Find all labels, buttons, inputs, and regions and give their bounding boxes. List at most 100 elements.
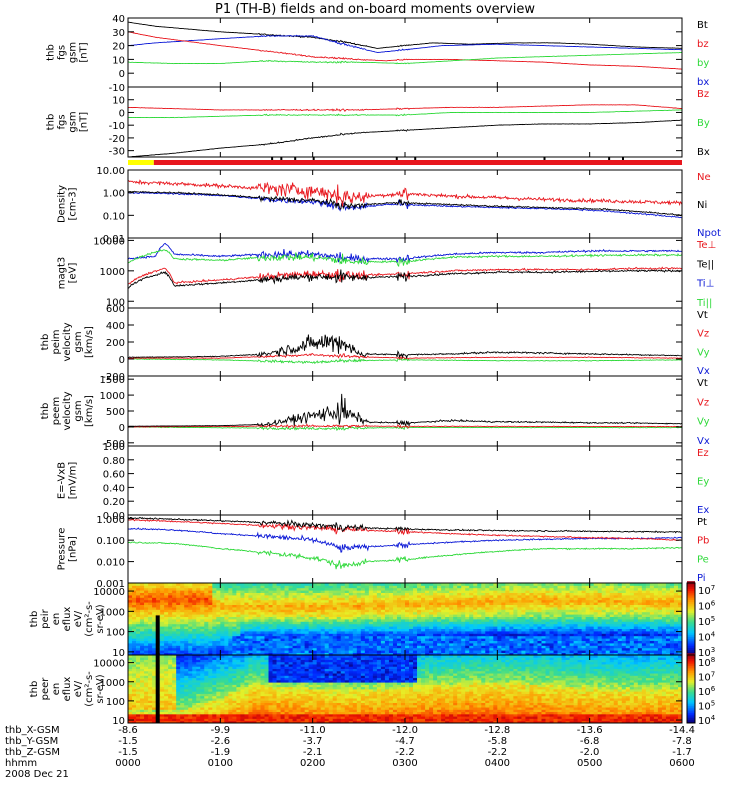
spectrogram-cell xyxy=(601,597,607,601)
spectrogram-cell xyxy=(493,607,498,610)
spectrogram-cell xyxy=(324,614,330,617)
spectrogram-cell xyxy=(368,628,374,632)
spectrogram-cell xyxy=(176,693,181,697)
spectrogram-cell xyxy=(577,643,583,646)
spectrogram-cell xyxy=(541,592,546,596)
spectrogram-cell xyxy=(352,609,358,613)
spectrogram-cell xyxy=(477,647,482,651)
spectrogram-cell xyxy=(160,670,165,674)
spectrogram-cell xyxy=(629,628,635,632)
spectrogram-cell xyxy=(332,652,338,656)
spectrogram-cell xyxy=(396,583,402,586)
spectrogram-cell xyxy=(140,633,145,637)
spectrogram-cell xyxy=(136,702,141,706)
spectrogram-cell xyxy=(128,599,133,603)
spectrogram-cell xyxy=(493,650,498,653)
spectrogram-cell xyxy=(284,616,289,620)
spectrogram-cell xyxy=(240,628,245,632)
spectrogram-cell xyxy=(152,709,157,713)
spectrogram-cell xyxy=(665,621,671,625)
spectrogram-cell xyxy=(172,628,177,632)
spectrogram-cell xyxy=(625,623,631,627)
spectrogram-cell xyxy=(521,607,526,610)
spectrogram-cell xyxy=(160,659,165,663)
spectrogram-cell xyxy=(625,640,631,644)
spectrogram-cell xyxy=(485,616,490,620)
spectrogram-cell xyxy=(284,607,289,610)
spectrogram-cell xyxy=(360,611,366,615)
spectrogram-cell xyxy=(469,628,474,632)
spectrogram-cell xyxy=(196,611,201,615)
spectrogram-cell xyxy=(364,643,370,646)
spectrogram-cell xyxy=(581,652,587,656)
spectrogram-cell xyxy=(396,645,402,649)
spectrogram-cell xyxy=(152,713,157,717)
y-tick-label: 0 xyxy=(119,355,125,366)
spectrogram-cell xyxy=(392,592,398,596)
spectrogram-cell xyxy=(168,585,173,589)
spectrogram-cell xyxy=(336,621,342,625)
spectrogram-cell xyxy=(168,691,173,694)
spectrogram-cell xyxy=(593,597,599,601)
spectrogram-cell xyxy=(300,643,306,646)
spectrogram-cell xyxy=(625,652,631,656)
spectrogram-cell xyxy=(320,652,326,656)
spectrogram-cell xyxy=(417,597,422,601)
y-tick-label: 1.000 xyxy=(96,515,125,526)
spectrogram-cell xyxy=(160,679,165,683)
spectrogram-cell xyxy=(368,607,374,610)
spectrogram-cell xyxy=(657,595,663,598)
spectrogram-cell xyxy=(517,652,522,656)
spectrogram-cell xyxy=(180,691,185,694)
spectrogram-cell xyxy=(188,652,193,656)
spectrogram-cell xyxy=(192,650,197,653)
spectrogram-cell xyxy=(268,583,273,586)
spectrogram-cell xyxy=(669,604,675,608)
spectrogram-cell xyxy=(637,585,643,589)
spectrogram-cell xyxy=(136,626,141,629)
spectrogram-cell xyxy=(593,607,599,610)
spectrogram-cell xyxy=(140,661,145,665)
spectrogram-cell xyxy=(449,599,454,603)
spectrogram-cell xyxy=(649,599,655,603)
spectrogram-cell xyxy=(617,609,623,613)
spectrogram-cell xyxy=(320,592,326,596)
spectrogram-cell xyxy=(140,682,145,685)
spectrogram-cell xyxy=(152,607,157,610)
spectrogram-cell xyxy=(160,666,165,669)
spectrogram-cell xyxy=(236,638,241,641)
spectrogram-cell xyxy=(200,592,205,596)
spectrogram-cell xyxy=(176,673,181,676)
spectrogram-cell xyxy=(461,597,466,601)
spectrogram-cell xyxy=(441,592,446,596)
spectrogram-cell xyxy=(152,689,157,692)
spectrogram-cell xyxy=(228,616,233,620)
spectrogram-cell xyxy=(264,650,269,653)
spectrogram-cell xyxy=(316,633,322,637)
spectrogram-cell xyxy=(136,677,141,681)
spectrogram-cell xyxy=(268,647,273,651)
spectrogram-cell xyxy=(388,585,394,589)
spectrogram-cell xyxy=(188,623,193,627)
spectrogram-cell xyxy=(212,595,217,598)
spectrogram-cell xyxy=(316,640,322,644)
spectrogram-cell xyxy=(493,597,498,601)
spectrogram-cell xyxy=(280,619,285,622)
spectrogram-cell xyxy=(360,640,366,644)
spectrogram-cell xyxy=(585,619,591,622)
spectrogram-cell xyxy=(260,597,265,601)
series-line-red xyxy=(128,519,682,541)
spectrogram-cell xyxy=(565,633,570,637)
spectrogram-cell xyxy=(288,602,293,605)
spectrogram-cell xyxy=(513,595,518,598)
spectrogram-cell xyxy=(493,616,498,620)
spectrogram-cell xyxy=(601,602,607,605)
spectrogram-cell xyxy=(561,650,566,653)
spectrogram-cell xyxy=(136,664,141,667)
spectrogram-cell xyxy=(156,597,161,601)
spectrogram-cell xyxy=(513,616,518,620)
spectrogram-cell xyxy=(236,583,241,586)
spectrogram-cell xyxy=(280,602,285,605)
colorbar-cell xyxy=(687,599,695,602)
spectrogram-cell xyxy=(637,609,643,613)
